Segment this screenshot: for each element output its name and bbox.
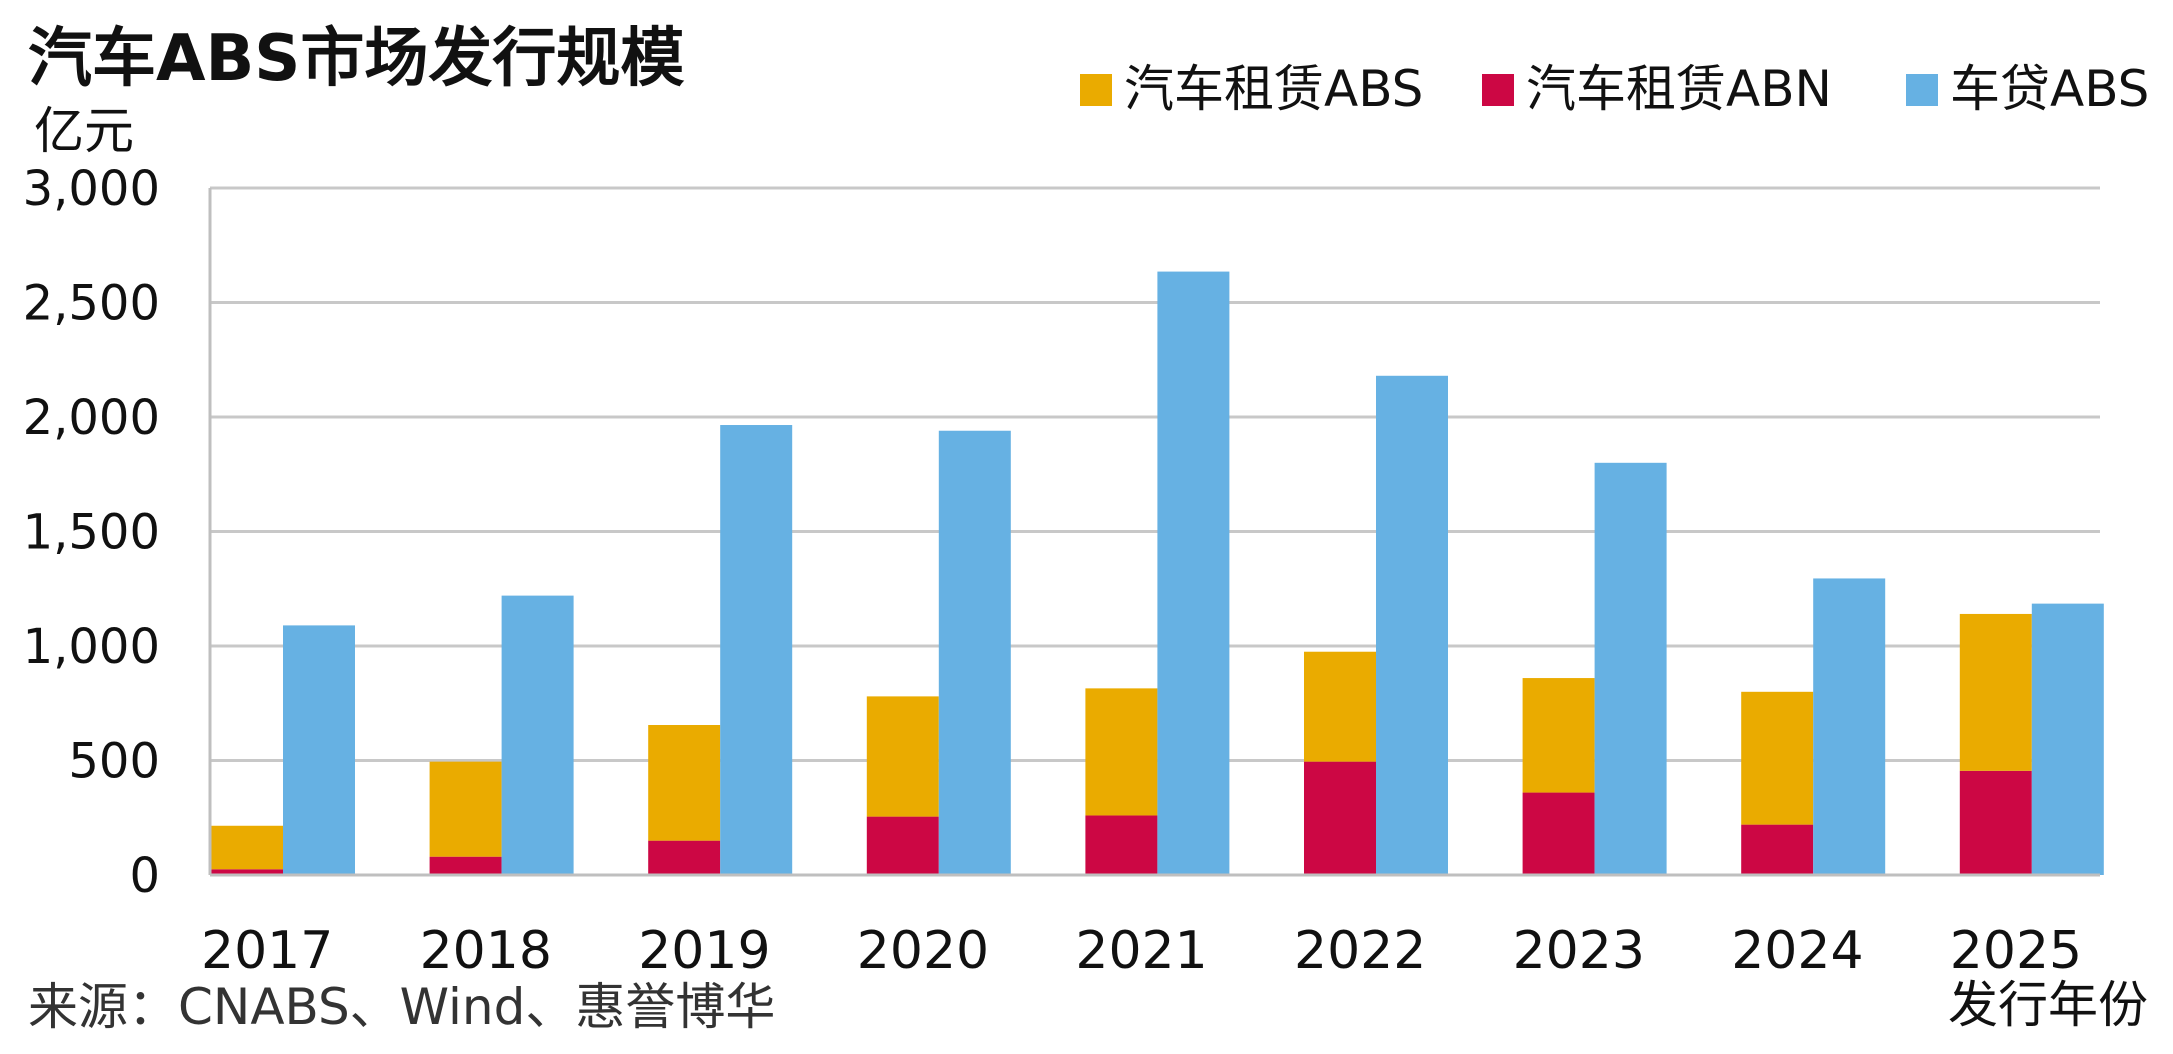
y-tick-label: 2,000: [23, 390, 160, 446]
x-tick-label: 2025: [1950, 921, 2082, 981]
y-tick-labels: 0 500 1,000 1,500 2,000 2,500 3,000: [23, 161, 160, 904]
bars: [211, 271, 2104, 876]
x-tick-label: 2020: [857, 921, 989, 981]
legend-label: 汽车租赁ABN: [1526, 60, 1832, 118]
bar-汽车租赁ABN-2020: [866, 816, 939, 875]
y-tick-label: 2,500: [23, 276, 160, 332]
source-note: 来源：CNABS、Wind、惠誉博华: [28, 978, 775, 1036]
x-tick-label: 2021: [1075, 921, 1207, 981]
legend: 汽车租赁ABS 汽车租赁ABN 车贷ABS: [1080, 60, 2149, 118]
y-axis-unit-label: 亿元: [34, 102, 134, 160]
bar-汽车租赁ABN-2022: [1304, 761, 1376, 875]
legend-label: 汽车租赁ABS: [1124, 60, 1423, 118]
bar-车贷ABS-2020: [938, 430, 1011, 875]
legend-swatch: [1080, 74, 1112, 106]
axes: [208, 188, 2100, 877]
y-tick-label: 1,500: [23, 505, 160, 561]
bar-车贷ABS-2018: [501, 595, 574, 875]
bar-汽车租赁ABN-2021: [1085, 815, 1158, 875]
x-tick-label: 2022: [1294, 921, 1426, 981]
chart-title: 汽车ABS市场发行规模: [28, 22, 684, 96]
x-tick-label: 2018: [420, 921, 552, 981]
bar-汽车租赁ABS-2018: [429, 761, 502, 857]
y-tick-label: 3,000: [23, 161, 160, 217]
bar-汽车租赁ABN-2017: [211, 869, 283, 875]
bar-车贷ABS-2024: [1813, 578, 1886, 875]
bar-车贷ABS-2021: [1157, 271, 1230, 876]
y-tick-label: 1,000: [23, 619, 160, 675]
x-tick-label: 2023: [1513, 921, 1645, 981]
legend-label: 车贷ABS: [1950, 60, 2149, 118]
bar-车贷ABS-2025: [2031, 603, 2104, 875]
bar-汽车租赁ABS-2021: [1085, 688, 1158, 816]
bar-汽车租赁ABN-2025: [1959, 770, 2032, 875]
x-tick-label: 2019: [638, 921, 770, 981]
bar-汽车租赁ABS-2025: [1959, 613, 2032, 771]
bar-汽车租赁ABN-2024: [1741, 824, 1814, 875]
bar-车贷ABS-2019: [720, 425, 793, 875]
bar-车贷ABS-2022: [1376, 375, 1448, 875]
bar-汽车租赁ABN-2023: [1522, 792, 1595, 875]
bar-汽车租赁ABS-2017: [211, 825, 283, 870]
bar-汽车租赁ABS-2022: [1304, 651, 1376, 762]
bar-车贷ABS-2023: [1594, 462, 1667, 875]
bar-汽车租赁ABS-2019: [648, 725, 721, 841]
x-tick-labels: 2017 2018 2019 2020 2021 2022 2023 2024 2025: [201, 921, 2082, 981]
x-tick-label: 2024: [1731, 921, 1863, 981]
y-tick-label: 0: [129, 848, 160, 904]
bar-汽车租赁ABS-2020: [866, 696, 939, 817]
bar-车贷ABS-2017: [283, 625, 355, 875]
x-axis-label: 发行年份: [1948, 976, 2148, 1034]
bar-汽车租赁ABS-2024: [1741, 691, 1814, 825]
x-tick-label: 2017: [201, 921, 333, 981]
bar-汽车租赁ABN-2018: [429, 856, 502, 875]
y-tick-label: 500: [68, 734, 160, 790]
legend-swatch: [1906, 74, 1938, 106]
bar-汽车租赁ABN-2019: [648, 840, 721, 875]
legend-swatch: [1482, 74, 1514, 106]
bar-汽车租赁ABS-2023: [1522, 678, 1595, 793]
